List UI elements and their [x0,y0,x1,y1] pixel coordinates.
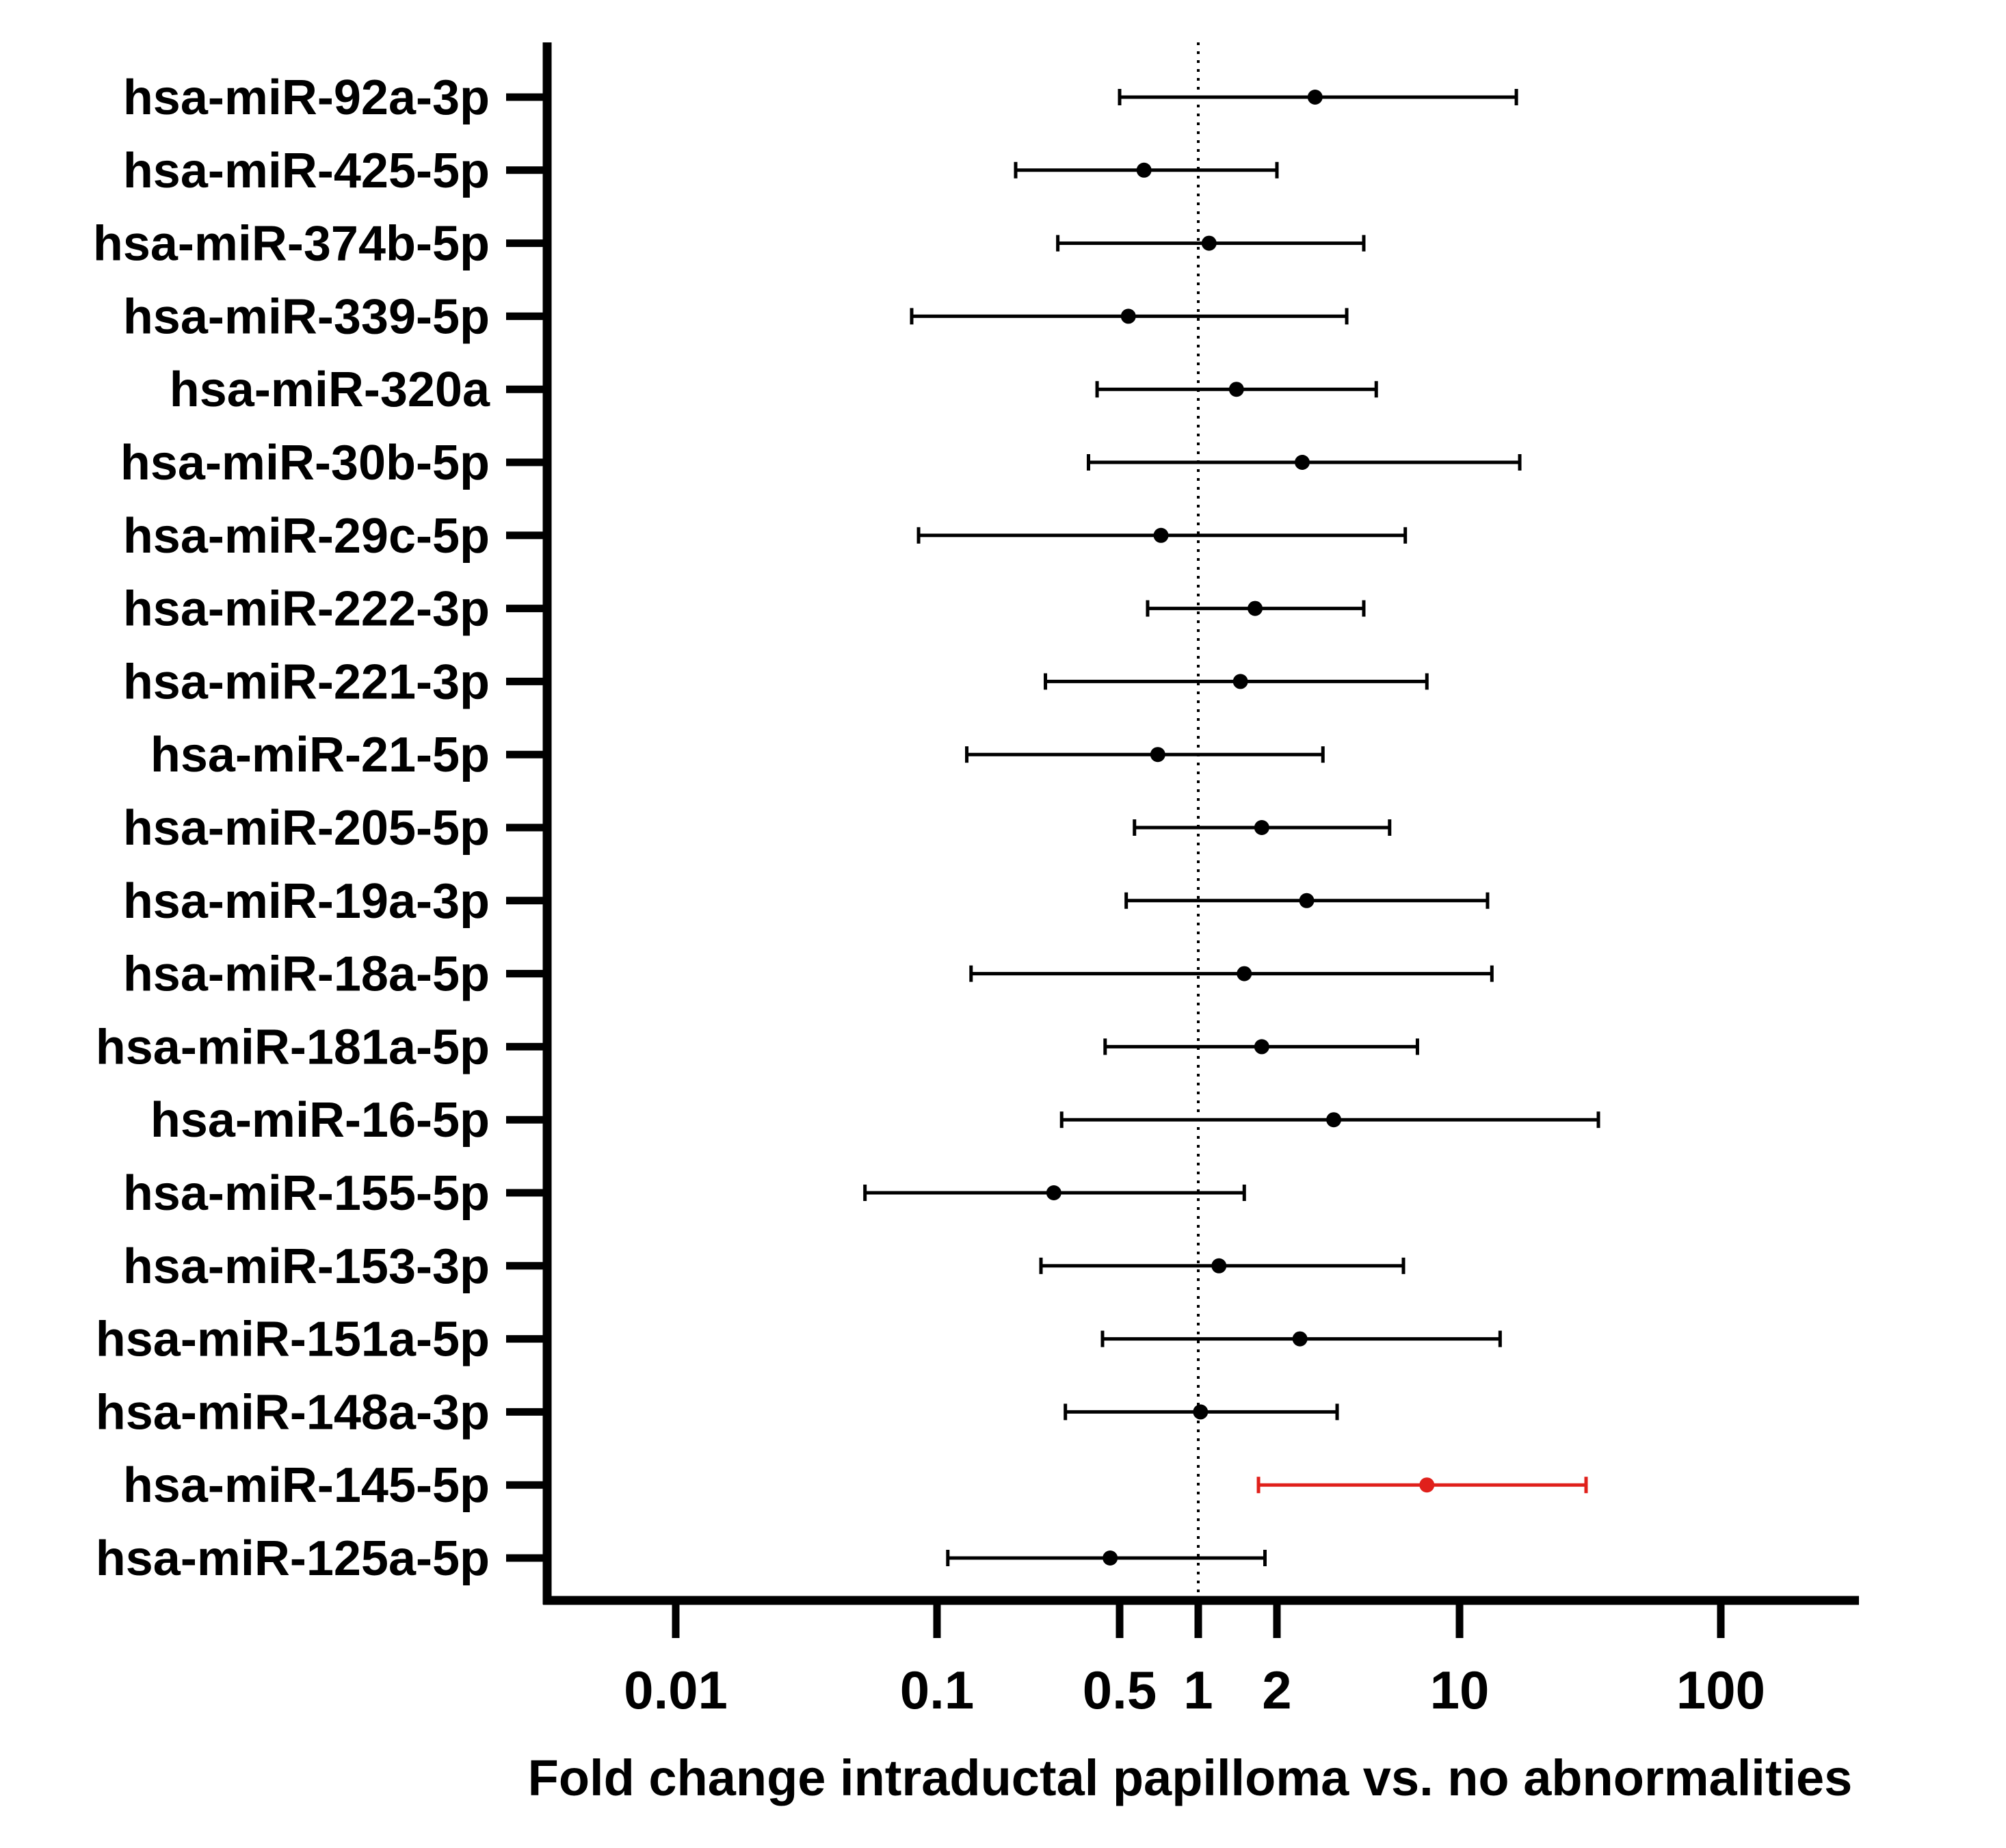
point-estimate [1201,235,1217,251]
point-estimate [1307,90,1323,105]
row-hsa-miR-205-5p [1133,819,1392,836]
point-estimate [1150,747,1165,763]
y-tick-label: hsa-miR-425-5p [123,144,490,198]
y-tick-label: hsa-miR-205-5p [123,801,490,856]
row-hsa-miR-151a-5p [1100,1330,1502,1347]
y-tick-label: hsa-miR-153-3p [123,1239,490,1294]
y-tick-label: hsa-miR-29c-5p [123,509,490,564]
y-tick-label: hsa-miR-374b-5p [93,217,490,272]
point-estimate [1292,1331,1308,1347]
row-hsa-miR-30b-5p [1086,454,1522,471]
y-tick-label: hsa-miR-21-5p [150,728,490,782]
row-hsa-miR-21-5p [965,746,1325,763]
row-hsa-miR-19a-3p [1124,892,1490,909]
row-hsa-miR-339-5p [910,308,1349,325]
point-estimate [1254,1039,1269,1055]
row-hsa-miR-155-5p [863,1185,1246,1201]
row-hsa-miR-145-5p [1256,1477,1588,1494]
x-tick-label: 0.1 [900,1660,974,1720]
row-hsa-miR-222-3p [1146,600,1366,617]
y-tick-label: hsa-miR-30b-5p [120,436,490,490]
labels-layer: hsa-miR-92a-3p hsa-miR-425-5p hsa-miR-374b… [93,70,1765,1720]
row-hsa-miR-29c-5p [916,527,1408,544]
point-estimate [1295,455,1310,470]
row-hsa-miR-92a-3p [1118,89,1518,105]
x-tick-label: 10 [1430,1660,1490,1720]
y-tick-label: hsa-miR-181a-5p [96,1020,490,1074]
point-estimate [1326,1112,1342,1128]
y-tick-label: hsa-miR-19a-3p [123,874,490,929]
y-tick-label: hsa-miR-125a-5p [96,1531,490,1586]
x-tick-label: 2 [1262,1660,1291,1720]
point-estimate [1248,600,1263,616]
y-tick-label: hsa-miR-339-5p [123,289,490,344]
x-tick-label: 1 [1183,1660,1213,1720]
point-estimate [1237,966,1252,981]
row-hsa-miR-374b-5p [1056,235,1366,252]
y-tick-label: hsa-miR-222-3p [123,582,490,637]
point-estimate [1153,527,1169,543]
rows-layer [863,89,1600,1566]
point-estimate [1299,893,1315,908]
point-estimate [1193,1404,1209,1420]
y-tick-label: hsa-miR-148a-3p [96,1385,490,1440]
y-tick-label: hsa-miR-18a-5p [123,947,490,1002]
row-hsa-miR-181a-5p [1103,1038,1419,1055]
point-estimate [1136,162,1152,178]
y-tick-label: hsa-miR-92a-3p [123,70,490,125]
point-estimate [1232,674,1248,689]
point-estimate [1419,1477,1435,1493]
y-tick-label: hsa-miR-221-3p [123,655,490,709]
row-hsa-miR-148a-3p [1064,1403,1339,1421]
x-tick-label: 0.01 [624,1660,728,1720]
row-hsa-miR-153-3p [1039,1257,1405,1274]
x-axis-title: Fold change intraductal papilloma vs. no… [528,1750,1853,1806]
y-tick-label: hsa-miR-320a [170,362,490,417]
row-hsa-miR-221-3p [1044,673,1429,690]
x-tick-label: 100 [1676,1660,1765,1720]
row-hsa-miR-18a-5p [969,965,1494,982]
row-hsa-miR-16-5p [1059,1111,1600,1128]
point-estimate [1228,382,1244,397]
y-tick-label: hsa-miR-16-5p [150,1093,490,1148]
point-estimate [1046,1185,1061,1200]
y-tick-label: hsa-miR-151a-5p [96,1312,490,1367]
row-hsa-miR-125a-5p [946,1550,1267,1566]
point-estimate [1103,1550,1118,1566]
axes-layer [506,42,1859,1638]
y-tick-label: hsa-miR-145-5p [123,1458,490,1513]
x-tick-label: 0.5 [1083,1660,1157,1720]
point-estimate [1211,1258,1227,1273]
point-estimate [1254,820,1269,835]
y-tick-label: hsa-miR-155-5p [123,1166,490,1221]
row-hsa-miR-320a [1095,381,1378,398]
row-hsa-miR-425-5p [1014,161,1279,179]
point-estimate [1120,308,1136,324]
